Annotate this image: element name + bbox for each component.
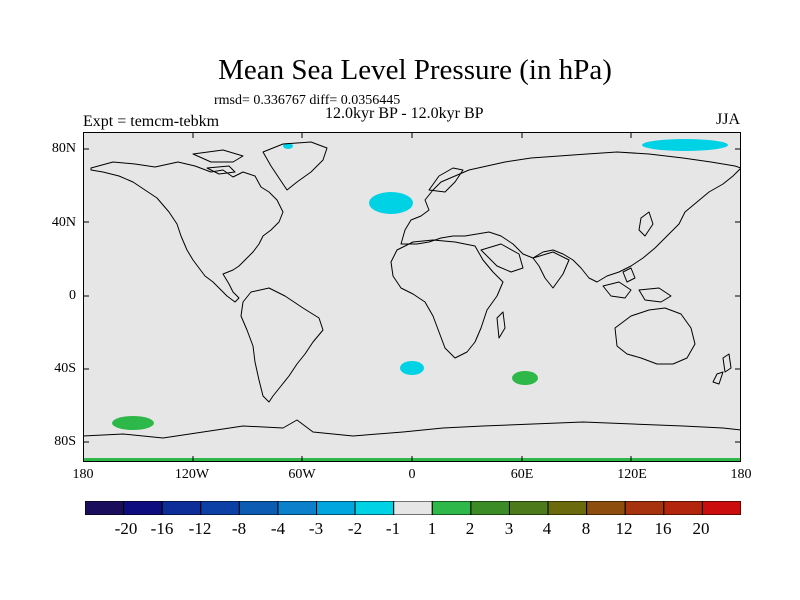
southeast-asia-islands [602,267,672,303]
madagascar-coast [496,311,506,339]
lon-label-120w: 120W [174,467,210,482]
colorbar-label: 20 [692,519,710,538]
coastlines [83,141,741,439]
map-background [83,132,741,462]
colorbar-label: 2 [465,519,475,538]
lat-label-0: 0 [69,288,76,303]
colorbar [85,501,741,515]
new-zealand-coast [712,353,732,385]
north-america-coast [90,161,284,303]
colorbar-cell [161,501,202,515]
lon-label-180e: 180 [730,467,752,482]
colorbar-label: 3 [504,519,514,538]
antarctica-coast [83,419,741,439]
map-ticks [83,132,741,462]
lon-label-120e: 120E [617,467,647,482]
japan-coast [638,211,654,237]
lat-label-80s: 80S [54,434,76,449]
colorbar-label: 16 [654,519,672,538]
colorbar-label: -8 [231,519,247,538]
north-atlantic-cyan-patch [369,192,413,214]
colorbar-label: -12 [188,519,212,538]
colorbar-label: 8 [581,519,591,538]
lon-label-0: 0 [408,467,416,482]
arctic-east-siberia-cyan-patch [642,139,728,151]
colorbar-cell [316,501,356,515]
greenland-cyan-patch [283,143,293,149]
colorbar-label: -3 [308,519,324,538]
colorbar-cell [431,501,472,515]
europe-asia-coast [400,151,741,283]
world-map [83,132,741,462]
southern-pacific-green-patch [112,416,154,430]
colorbar-label: -1 [385,519,401,538]
canadian-archipelago [192,149,244,175]
colorbar-label: 1 [427,519,437,538]
experiment-label: Expt = temcm-tebkm [83,113,220,130]
colorbar-cell [354,501,395,515]
colorbar-cell [663,501,703,515]
lon-label-60w: 60W [288,467,316,482]
lat-label-80n: 80N [51,141,76,156]
colorbar-cell [624,501,665,515]
colorbar-cell [470,501,510,515]
colorbar-label: -2 [347,519,363,538]
colorbar-cell [277,501,318,515]
colorbar-label: 12 [615,519,633,538]
colorbar-cell [547,501,588,515]
colorbar-cell [200,501,240,515]
period-text: 12.0kyr BP - 12.0kyr BP [325,105,484,122]
lat-label-40s: 40S [54,361,76,376]
stats-text: rmsd= 0.336767 diff= 0.0356445 [214,93,401,108]
arabia-india-coast [480,243,570,289]
lat-label-40n: 40N [51,215,76,230]
south-atlantic-cyan-patch [400,361,424,375]
colorbar-label: -4 [270,519,286,538]
colorbar-label: -20 [114,519,138,538]
colorbar-cell [586,501,626,515]
lon-label-180w: 180 [72,467,94,482]
africa-coast [390,239,504,359]
scandinavia-coast [428,167,464,193]
colorbar-cell [393,501,433,515]
colorbar-cell [238,501,279,515]
colorbar-cell [508,501,549,515]
colorbar-label: 4 [542,519,552,538]
season-label: JJA [716,111,741,128]
australia-coast [614,307,696,365]
colorbar-cell [701,501,741,515]
colorbar-label: -16 [150,519,174,538]
colorbar-cell [85,501,125,515]
chart-title: Mean Sea Level Pressure (in hPa) [218,54,612,86]
south-america-coast [240,287,324,403]
lon-label-60e: 60E [510,467,534,482]
southern-indian-ocean-green-patch [512,371,538,385]
greenland-coast [262,141,328,191]
colorbar-cell [123,501,163,515]
